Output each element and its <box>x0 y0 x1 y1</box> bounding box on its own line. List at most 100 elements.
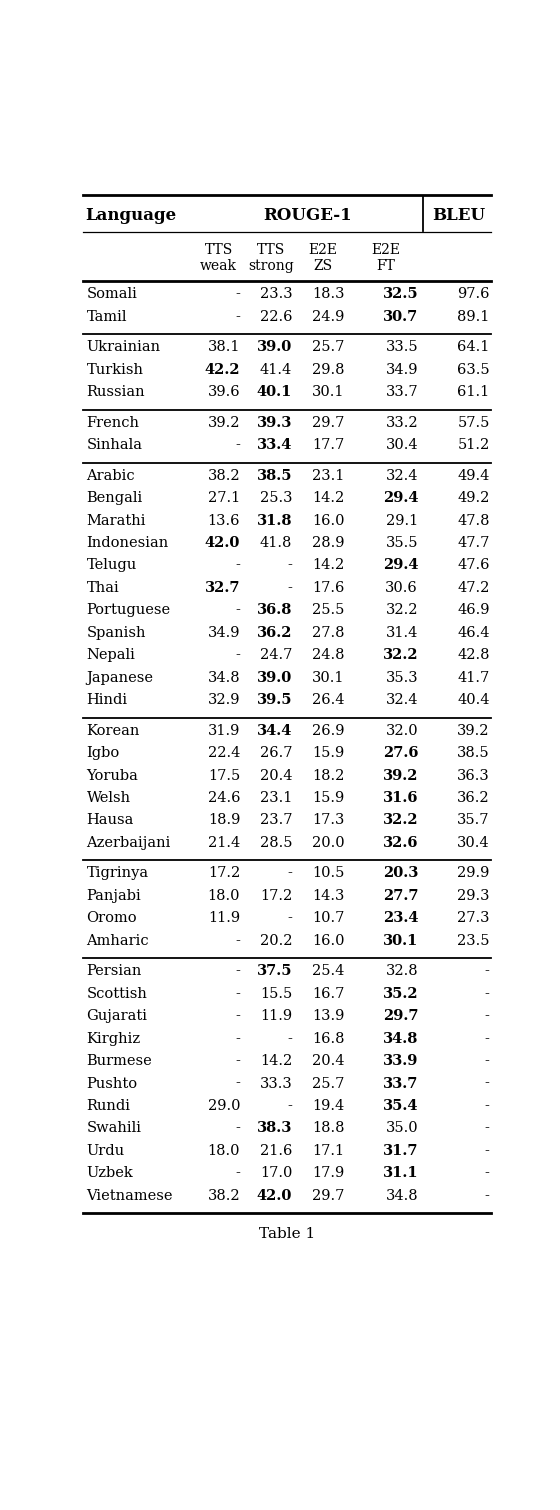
Text: 64.1: 64.1 <box>458 340 489 355</box>
Text: E2E
FT: E2E FT <box>371 243 400 273</box>
Text: Panjabi: Panjabi <box>86 889 141 903</box>
Text: Arabic: Arabic <box>86 468 135 483</box>
Text: 29.8: 29.8 <box>312 362 344 376</box>
Text: 46.4: 46.4 <box>457 625 489 640</box>
Text: Vietnamese: Vietnamese <box>86 1188 173 1203</box>
Text: 14.2: 14.2 <box>312 559 344 572</box>
Text: 32.2: 32.2 <box>382 648 418 663</box>
Text: 30.4: 30.4 <box>457 837 489 850</box>
Text: 40.4: 40.4 <box>457 693 489 707</box>
Text: 42.2: 42.2 <box>204 362 240 376</box>
Text: 32.0: 32.0 <box>385 723 418 738</box>
Text: Oromo: Oromo <box>86 912 137 926</box>
Text: Spanish: Spanish <box>86 625 146 640</box>
Text: Ukrainian: Ukrainian <box>86 340 161 355</box>
Text: 32.4: 32.4 <box>386 693 418 707</box>
Text: 18.3: 18.3 <box>312 287 344 300</box>
Text: 36.3: 36.3 <box>457 769 489 782</box>
Text: 23.5: 23.5 <box>457 933 489 948</box>
Text: 32.9: 32.9 <box>208 693 240 707</box>
Text: -: - <box>287 581 292 595</box>
Text: 33.7: 33.7 <box>382 1077 418 1090</box>
Text: 33.4: 33.4 <box>257 438 292 451</box>
Text: French: French <box>86 415 139 430</box>
Text: 39.2: 39.2 <box>382 769 418 782</box>
Text: 26.4: 26.4 <box>312 693 344 707</box>
Text: 29.7: 29.7 <box>312 1188 344 1203</box>
Text: 24.7: 24.7 <box>260 648 292 663</box>
Text: 29.4: 29.4 <box>382 559 418 572</box>
Text: 27.3: 27.3 <box>457 912 489 926</box>
Text: 34.9: 34.9 <box>386 362 418 376</box>
Text: 36.2: 36.2 <box>457 791 489 805</box>
Text: TTS
strong: TTS strong <box>248 243 293 273</box>
Text: 33.2: 33.2 <box>385 415 418 430</box>
Text: 14.2: 14.2 <box>260 1054 292 1068</box>
Text: -: - <box>287 1099 292 1113</box>
Text: 31.1: 31.1 <box>382 1166 418 1181</box>
Text: 36.8: 36.8 <box>257 604 292 618</box>
Text: 27.8: 27.8 <box>312 625 344 640</box>
Text: 18.9: 18.9 <box>208 814 240 827</box>
Text: TTS
weak: TTS weak <box>200 243 237 273</box>
Text: 33.5: 33.5 <box>385 340 418 355</box>
Text: E2E
ZS: E2E ZS <box>309 243 337 273</box>
Text: 25.7: 25.7 <box>312 340 344 355</box>
Text: Turkish: Turkish <box>86 362 143 376</box>
Text: 26.9: 26.9 <box>312 723 344 738</box>
Text: -: - <box>235 1166 240 1181</box>
Text: 38.2: 38.2 <box>208 1188 240 1203</box>
Text: 20.4: 20.4 <box>260 769 292 782</box>
Text: Bengali: Bengali <box>86 491 143 506</box>
Text: -: - <box>485 1009 489 1024</box>
Text: 35.2: 35.2 <box>382 988 418 1001</box>
Text: 32.6: 32.6 <box>382 837 418 850</box>
Text: -: - <box>235 933 240 948</box>
Text: -: - <box>235 1122 240 1136</box>
Text: 23.1: 23.1 <box>312 468 344 483</box>
Text: -: - <box>287 559 292 572</box>
Text: Russian: Russian <box>86 385 145 399</box>
Text: 25.3: 25.3 <box>260 491 292 506</box>
Text: Indonesian: Indonesian <box>86 536 169 550</box>
Text: 31.4: 31.4 <box>386 625 418 640</box>
Text: 24.6: 24.6 <box>208 791 240 805</box>
Text: 57.5: 57.5 <box>458 415 489 430</box>
Text: 30.1: 30.1 <box>382 933 418 948</box>
Text: -: - <box>485 1031 489 1046</box>
Text: 29.4: 29.4 <box>382 491 418 506</box>
Text: 28.5: 28.5 <box>260 837 292 850</box>
Text: 30.1: 30.1 <box>312 385 344 399</box>
Text: 34.4: 34.4 <box>257 723 292 738</box>
Text: 42.8: 42.8 <box>457 648 489 663</box>
Text: -: - <box>235 1077 240 1090</box>
Text: 47.6: 47.6 <box>457 559 489 572</box>
Text: 32.2: 32.2 <box>386 604 418 618</box>
Text: 39.5: 39.5 <box>256 693 292 707</box>
Text: 30.1: 30.1 <box>312 670 344 684</box>
Text: 22.6: 22.6 <box>260 310 292 323</box>
Text: 31.9: 31.9 <box>208 723 240 738</box>
Text: 42.0: 42.0 <box>205 536 240 550</box>
Text: 24.8: 24.8 <box>312 648 344 663</box>
Text: 13.6: 13.6 <box>208 513 240 527</box>
Text: 27.1: 27.1 <box>208 491 240 506</box>
Text: 47.2: 47.2 <box>458 581 489 595</box>
Text: 31.6: 31.6 <box>382 791 418 805</box>
Text: 16.8: 16.8 <box>312 1031 344 1046</box>
Text: 15.9: 15.9 <box>312 791 344 805</box>
Text: Swahili: Swahili <box>86 1122 142 1136</box>
Text: 39.2: 39.2 <box>457 723 489 738</box>
Text: -: - <box>485 1166 489 1181</box>
Text: 25.4: 25.4 <box>312 965 344 978</box>
Text: 23.1: 23.1 <box>260 791 292 805</box>
Text: 33.7: 33.7 <box>385 385 418 399</box>
Text: -: - <box>235 310 240 323</box>
Text: Japanese: Japanese <box>86 670 153 684</box>
Text: 10.7: 10.7 <box>312 912 344 926</box>
Text: 33.9: 33.9 <box>382 1054 418 1068</box>
Text: -: - <box>235 438 240 451</box>
Text: Hausa: Hausa <box>86 814 134 827</box>
Text: -: - <box>485 988 489 1001</box>
Text: 29.0: 29.0 <box>208 1099 240 1113</box>
